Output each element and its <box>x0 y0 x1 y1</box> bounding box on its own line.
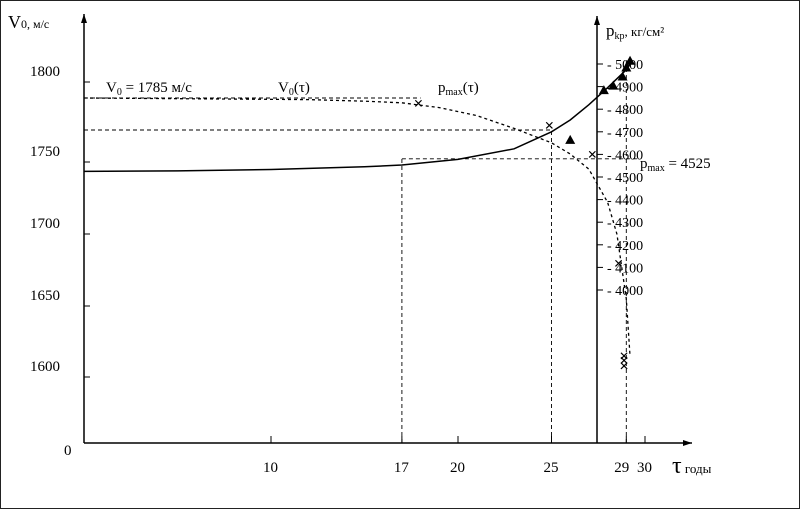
x-tick-label: 10 <box>263 460 278 476</box>
right-tick-label: - 4100 <box>607 261 643 276</box>
right-axis-title: pkp, кг/см² <box>606 21 664 42</box>
x-tick-label: 25 <box>544 460 559 476</box>
cross-marker: × <box>619 351 629 370</box>
left-tick-label: 1600 <box>30 359 60 375</box>
right-tick-label: - 4800 <box>607 103 643 118</box>
cross-marker: × <box>619 357 629 376</box>
x-tick-label: 29 <box>614 460 629 476</box>
right-tick-label: - 4300 <box>607 216 643 231</box>
triangle-marker <box>617 71 628 81</box>
pmax-value-annotation: pmax = 4525 <box>640 156 711 174</box>
x-tick-label: 17 <box>394 460 410 476</box>
cross-marker: × <box>414 94 424 113</box>
left-tick-label: 1800 <box>30 64 60 80</box>
triangle-marker <box>565 134 576 144</box>
v0-value-annotation: V0 = 1785 м/с <box>106 80 192 98</box>
right-tick-label: - 4900 <box>607 81 643 96</box>
left-tick-label: 1700 <box>30 216 60 232</box>
markers: ××××××× <box>414 55 636 376</box>
triangle-marker <box>608 80 619 90</box>
triangle-marker <box>625 55 636 65</box>
v0-curve-label: V0(τ) <box>278 80 310 98</box>
x-tick-label: 20 <box>450 460 465 476</box>
cross-marker: × <box>545 116 555 135</box>
right-tick-label: - 4600 <box>607 148 643 163</box>
series <box>83 61 633 356</box>
right-tick-label: - 4200 <box>607 239 643 254</box>
left-tick-label: 1750 <box>30 144 60 160</box>
cross-marker: × <box>614 254 624 273</box>
left-tick-label: 0 <box>64 443 72 459</box>
left-axis-title: V0, м/с <box>8 12 49 32</box>
right-tick-label: - 4500 <box>607 171 643 186</box>
left-tick-label: 1650 <box>30 288 60 304</box>
right-tick-label: - 4400 <box>607 194 643 209</box>
triangle-marker <box>621 62 632 72</box>
cross-marker: × <box>619 347 629 366</box>
triangle-marker <box>598 85 609 95</box>
right-tick-label: - 4700 <box>607 126 643 141</box>
v0-curve <box>83 97 631 356</box>
pmax-curve-label: pmax(τ) <box>438 80 479 98</box>
guide-lines <box>84 58 640 443</box>
pmax-curve <box>83 61 633 173</box>
cross-marker: × <box>588 145 598 164</box>
axes <box>81 14 692 446</box>
x-axis-title: τ годы <box>672 453 712 479</box>
x-tick-label: 30 <box>637 460 652 476</box>
